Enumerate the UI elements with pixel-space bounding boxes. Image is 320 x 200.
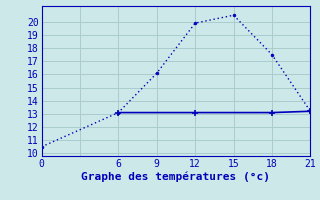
X-axis label: Graphe des températures (°c): Graphe des températures (°c) xyxy=(82,172,270,182)
